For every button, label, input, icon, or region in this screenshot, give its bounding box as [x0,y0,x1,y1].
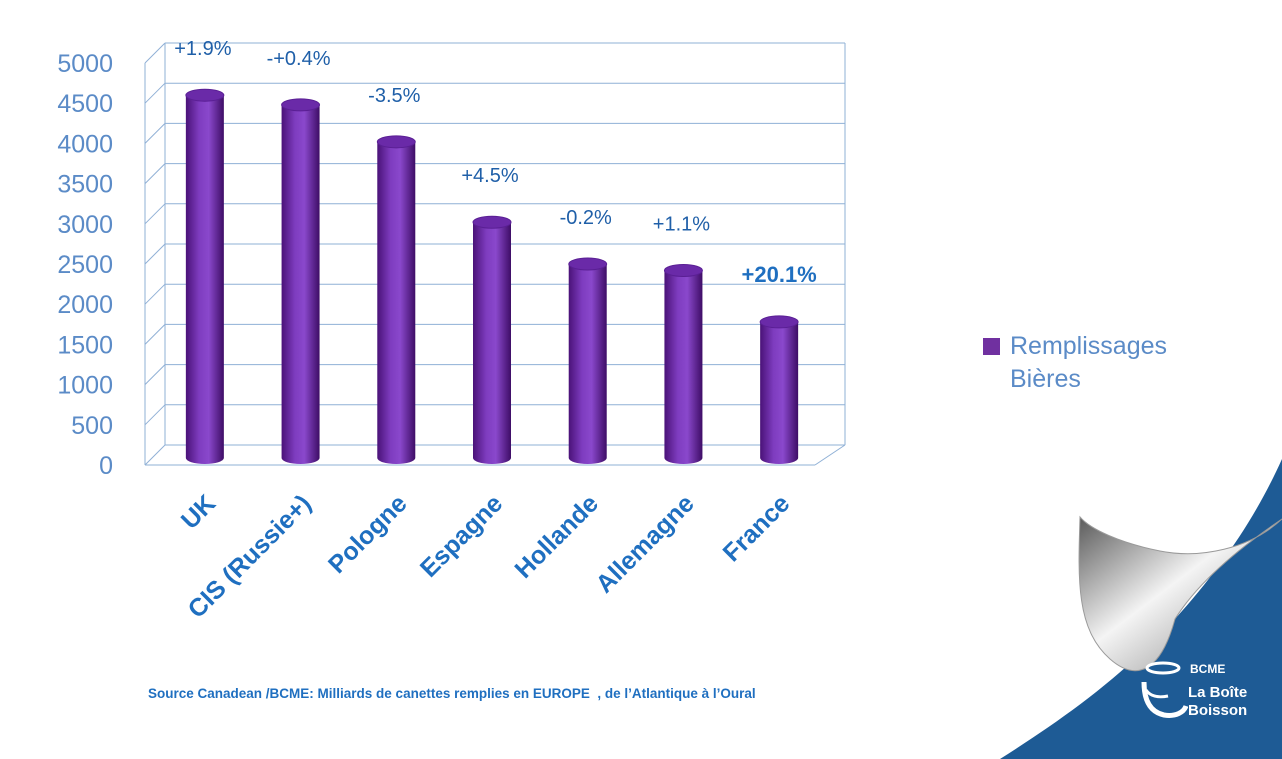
legend-label-line2: Bières [1010,365,1081,393]
bar [473,222,511,464]
gridline-diagonal [144,404,166,426]
gridline-diagonal [144,203,166,225]
gridline-diagonal [144,444,166,466]
bar-top [185,88,225,102]
legend-label-line1: Remplissages [1010,332,1168,360]
gridline-diagonal [144,324,166,345]
data-label: +1.9% [174,38,231,60]
gridline-diagonal [144,364,166,385]
logo-name-line2: Boisson [1188,702,1248,719]
gridline-diagonal [144,82,166,104]
x-tick-label: Espagne [415,489,509,583]
bar-top [568,257,608,271]
logo-name-line1: La Boîte [1188,684,1248,701]
gridline-diagonal [144,42,166,64]
gridline-diagonal [144,123,166,144]
y-tick-label: 1000 [57,372,113,400]
data-label: +1.1% [653,213,710,235]
y-tick-label: 0 [99,452,113,480]
x-tick-label: UK [176,489,221,534]
y-tick-label: 4500 [57,90,113,118]
bar [185,95,224,464]
corner-blue-fill [1000,459,1282,759]
y-tick-label: 5000 [57,50,113,78]
bar-top [281,98,321,112]
bar [281,104,320,465]
page-curl [1078,515,1282,672]
y-tick-label: 2000 [57,291,113,319]
bar [568,264,607,464]
x-tick-label: Hollande [510,489,605,584]
y-tick-label: 4000 [57,130,113,158]
floor-right-edge [814,444,846,466]
y-tick-label: 1500 [57,331,113,359]
x-tick-label: Allemagne [590,489,699,598]
bar-top [376,135,416,149]
bar-top [663,263,703,277]
logo-brand-text: BCME [1190,662,1226,676]
gridline-diagonal [144,243,166,265]
y-tick-label: 3000 [57,211,113,239]
x-tick-label: Pologne [323,489,413,579]
page-curl-corner [1000,459,1282,759]
y-tick-label: 3500 [57,171,113,199]
can-logo-icon [1141,661,1188,718]
labels: 0 500 1000 1500 2000 2500 3000 3500 4000 4500 5000… [57,38,816,623]
source-note: Source Canadean /BCME: Milliards de cane… [148,686,756,701]
gridline-diagonal [144,163,166,184]
y-tick-label: 2500 [57,251,113,279]
data-label: -0.2% [560,207,612,229]
y-tick-label: 500 [71,412,113,440]
bar [377,141,416,464]
gridline-diagonal [144,283,166,305]
legend: Remplissages Bières [983,330,1203,396]
data-label: -3.5% [368,85,420,107]
bars [185,88,799,465]
axes [144,63,846,466]
data-label: +20.1% [742,262,817,287]
data-label: -+0.4% [267,48,331,70]
bar [760,321,799,464]
bar-top [759,315,799,329]
data-label: +4.5% [461,165,518,187]
bar [664,270,703,464]
logo-name-text: La Boîte Boisson [1188,684,1268,720]
bcme-logo: BCME La Boîte Boisson [1138,660,1268,730]
bar-top [472,215,512,229]
legend-swatch [983,338,1000,355]
x-tick-label: France [718,489,796,567]
